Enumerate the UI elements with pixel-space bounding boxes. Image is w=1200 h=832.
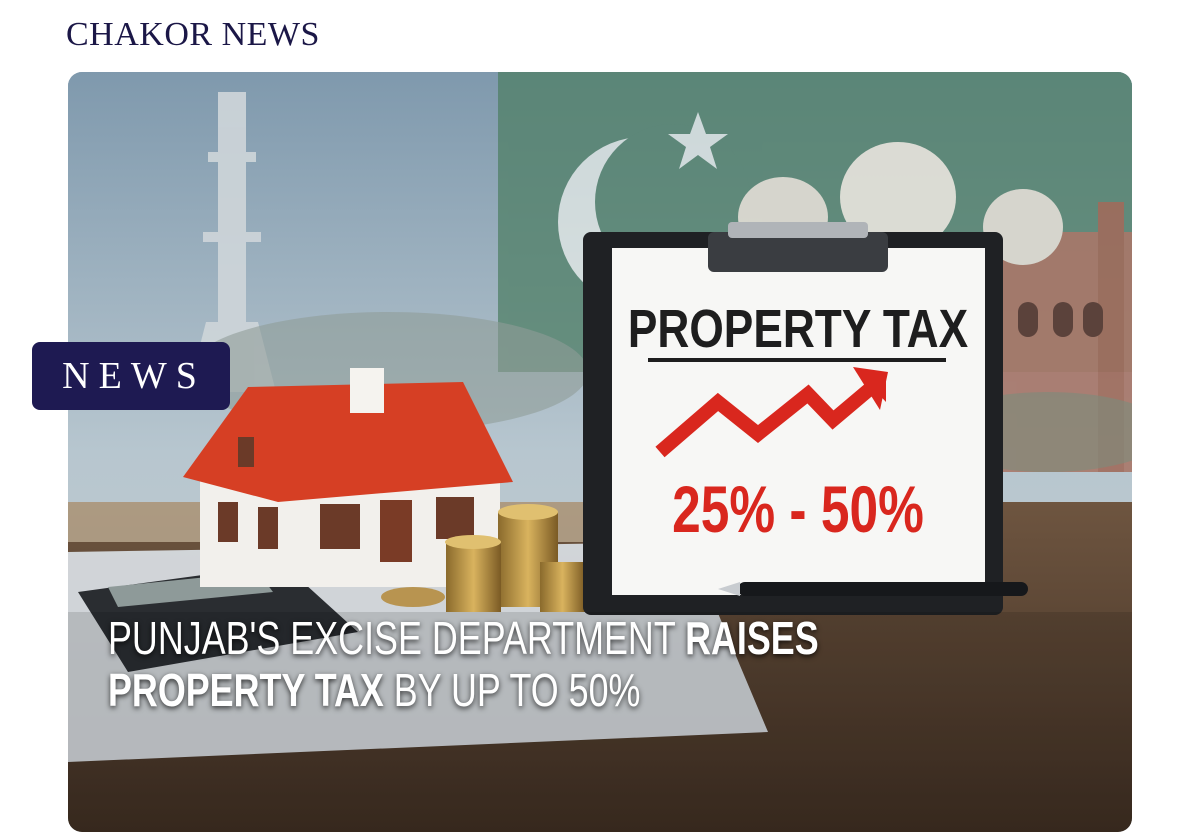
- house-model: [183, 368, 513, 587]
- headline-line-1: PUNJAB'S EXCISE DEPARTMENT RAISES: [108, 612, 819, 664]
- headline-line-2: PROPERTY TAX BY UP TO 50%: [108, 664, 819, 716]
- clipboard-title: PROPERTY TAX: [628, 299, 968, 359]
- featured-article-image[interactable]: PROPERTY TAX 25% - 50%: [68, 72, 1132, 832]
- news-category-badge[interactable]: NEWS: [32, 342, 230, 410]
- headline-text: PUNJAB'S EXCISE DEPARTMENT: [108, 612, 686, 664]
- clipboard-range: 25% - 50%: [672, 472, 924, 547]
- headline-emphasis: PROPERTY TAX: [108, 664, 384, 716]
- headline-emphasis: RAISES: [685, 612, 819, 664]
- article-headline[interactable]: PUNJAB'S EXCISE DEPARTMENT RAISES PROPER…: [108, 612, 819, 716]
- illustration: PROPERTY TAX 25% - 50%: [68, 72, 1132, 832]
- brand-logo[interactable]: CHAKOR NEWS: [66, 16, 320, 53]
- pen: [718, 582, 1028, 596]
- coin-stacks: [381, 504, 585, 612]
- clipboard: PROPERTY TAX 25% - 50%: [583, 222, 1003, 615]
- headline-text: BY UP TO 50%: [383, 664, 641, 716]
